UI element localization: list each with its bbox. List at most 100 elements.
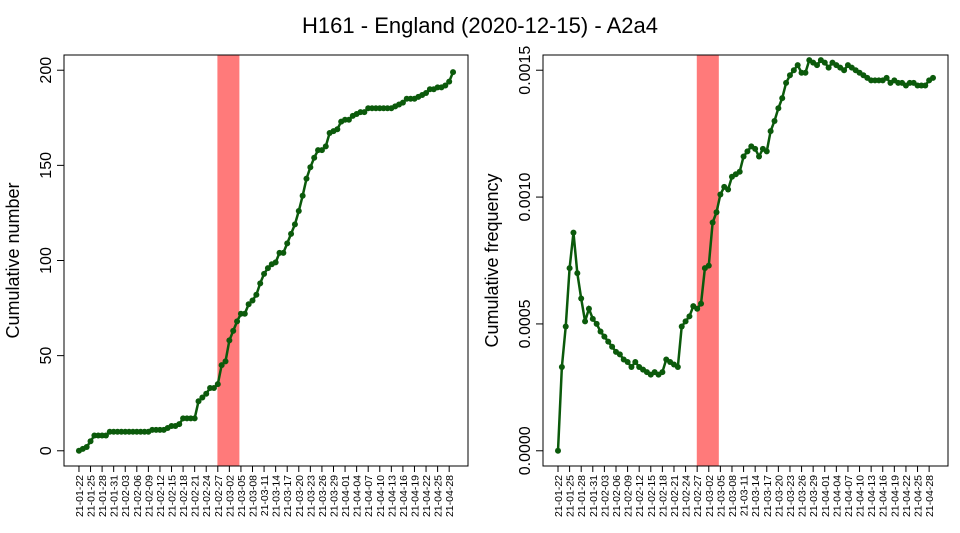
data-point	[597, 328, 604, 335]
data-point	[628, 364, 635, 371]
data-point	[763, 148, 770, 155]
x-tick-label: 21-04-10	[375, 475, 387, 517]
x-tick-label: 21-04-16	[878, 475, 890, 517]
x-tick-label: 21-03-05	[236, 475, 248, 517]
x-tick-label: 21-02-18	[178, 475, 190, 517]
x-tick-label: 21-03-11	[259, 475, 271, 516]
x-tick-label: 21-02-21	[190, 475, 202, 517]
data-point	[555, 447, 561, 454]
x-tick-label: 21-03-02	[224, 475, 236, 517]
data-line	[78, 71, 455, 452]
x-tick-label: 21-02-12	[634, 475, 646, 517]
data-point	[632, 358, 639, 365]
data-point	[272, 259, 279, 266]
data-point	[582, 318, 589, 325]
x-tick-label: 21-03-26	[317, 475, 329, 517]
x-tick-label: 21-03-26	[797, 475, 809, 517]
data-point	[423, 90, 430, 97]
data-point	[253, 291, 260, 298]
data-point	[802, 69, 809, 76]
data-point	[291, 221, 298, 228]
data-point	[709, 219, 716, 226]
x-tick-label: 21-02-09	[623, 475, 635, 517]
data-point	[786, 72, 793, 79]
data-point	[775, 105, 782, 112]
data-point	[102, 432, 109, 439]
x-tick-label: 21-02-12	[155, 475, 167, 517]
data-point	[616, 351, 623, 358]
data-point	[399, 99, 406, 106]
x-tick-label: 21-01-31	[109, 475, 121, 517]
data-point	[794, 62, 801, 69]
plot-frame	[542, 54, 949, 467]
data-point	[562, 323, 569, 330]
data-point	[674, 364, 681, 371]
x-tick-label: 21-02-24	[201, 475, 213, 517]
x-tick-label: 21-04-28	[924, 475, 936, 517]
x-tick-label: 21-02-21	[669, 475, 681, 517]
data-point	[717, 191, 724, 198]
data-point	[280, 249, 287, 256]
x-tick-label: 21-04-25	[433, 475, 445, 517]
data-point	[191, 415, 198, 422]
x-tick-label: 21-03-05	[715, 475, 727, 517]
data-point	[705, 262, 712, 269]
x-tick-label: 21-02-03	[120, 475, 132, 517]
data-point	[284, 240, 291, 247]
data-point	[566, 265, 573, 272]
y-axis-label: Cumulative frequency	[482, 173, 502, 347]
x-tick-label: 21-01-25	[86, 475, 98, 517]
data-point	[210, 384, 217, 391]
data-point	[694, 305, 701, 312]
data-point	[195, 398, 202, 405]
data-point	[756, 153, 763, 160]
shade-band	[696, 55, 719, 466]
x-tick-label: 21-04-22	[421, 475, 433, 517]
data-point	[322, 143, 329, 150]
data-point	[779, 95, 786, 102]
data-point	[601, 333, 608, 340]
x-tick-label: 21-04-01	[340, 475, 352, 517]
x-tick-label: 21-03-17	[282, 475, 294, 517]
x-tick-label: 21-01-25	[565, 475, 577, 517]
data-point	[307, 164, 314, 171]
x-tick-label: 21-01-31	[588, 475, 600, 517]
x-tick-label: 21-01-22	[74, 475, 86, 517]
data-point	[234, 318, 241, 325]
data-point	[922, 82, 929, 89]
data-point	[299, 192, 306, 199]
data-point	[442, 82, 449, 89]
data-point	[334, 126, 341, 133]
plot-frame	[63, 54, 469, 467]
x-tick-label: 21-02-09	[143, 475, 155, 517]
x-tick-label: 21-03-23	[305, 475, 317, 517]
data-point	[605, 338, 612, 345]
data-point	[752, 145, 759, 152]
data-point	[814, 62, 821, 69]
data-point	[585, 305, 592, 312]
data-point	[87, 438, 94, 445]
x-tick-label: 21-03-14	[750, 475, 762, 517]
data-line	[556, 58, 934, 451]
data-point	[288, 230, 295, 237]
x-tick-label: 21-01-28	[97, 475, 109, 517]
y-tick-label: 100	[38, 247, 55, 274]
data-point	[821, 59, 828, 66]
x-tick-label: 21-01-28	[576, 475, 588, 517]
x-tick-label: 21-04-25	[913, 475, 925, 517]
x-tick-label: 21-04-19	[889, 475, 901, 517]
x-tick-label: 21-04-13	[386, 475, 398, 517]
x-tick-label: 21-01-22	[553, 475, 565, 517]
data-point	[249, 297, 256, 304]
y-tick-label: 0.0010	[517, 173, 534, 222]
x-tick-label: 21-04-07	[843, 475, 855, 517]
x-tick-label: 21-04-01	[820, 475, 832, 517]
data-point	[311, 154, 318, 161]
data-point	[578, 295, 585, 302]
x-tick-label: 21-04-10	[855, 475, 867, 517]
data-point	[790, 67, 797, 74]
data-point	[245, 301, 252, 308]
x-tick-label: 21-03-29	[808, 475, 820, 517]
